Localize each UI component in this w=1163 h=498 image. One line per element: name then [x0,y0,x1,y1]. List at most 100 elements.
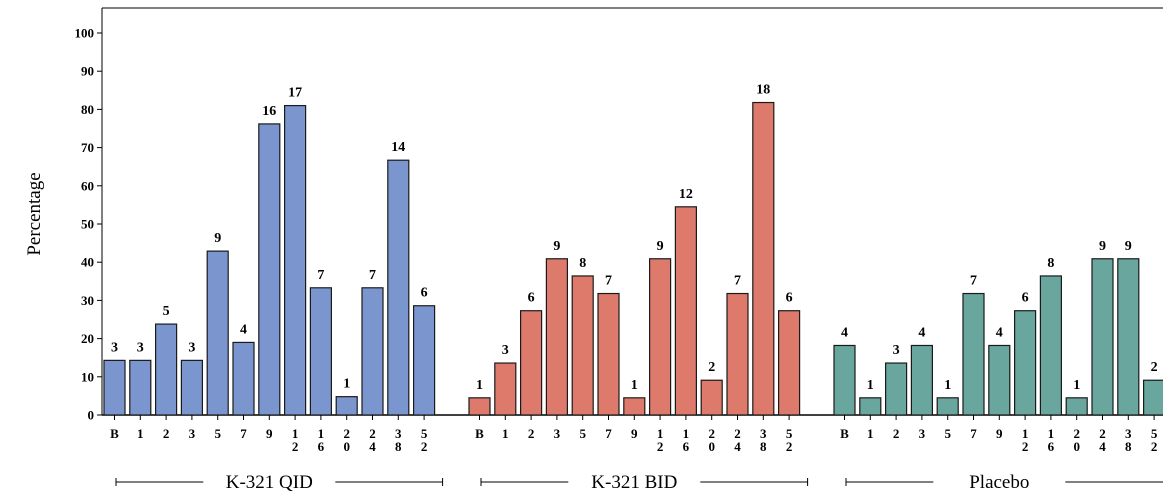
x-tick-label: 5 [944,426,951,441]
y-tick-label: 40 [81,255,94,270]
bar [309,287,332,416]
bar [387,159,410,416]
y-tick-label: 100 [75,26,95,41]
y-tick-label: 80 [81,102,94,117]
bar [623,397,646,416]
group-label-1: K-321 QID [115,472,444,493]
x-tick-label: 1 [137,426,144,441]
bar [413,305,436,416]
bar-value-label: 7 [970,274,977,289]
y-tick-label: 30 [81,293,94,308]
bar-value-label: 17 [288,86,302,101]
bar-value-label: 9 [214,231,221,246]
group-name: K-321 BID [591,472,677,493]
bar-value-label: 2 [708,360,715,375]
bar [1091,258,1114,416]
bar-value-label: 4 [841,325,848,340]
bar-value-label: 6 [1022,291,1029,306]
y-tick-label: 70 [81,140,94,155]
bar [545,258,569,416]
bar [1117,258,1140,416]
bar [180,359,203,416]
bar [206,250,229,416]
bar [910,344,934,416]
bar-value-label: 4 [918,325,925,340]
x-tick-label: 7 [240,426,247,441]
bar-value-label: 1 [1073,378,1080,393]
bar-value-label: 6 [421,286,428,301]
bar [988,344,1011,416]
y-tick-label: 50 [81,217,94,232]
bar-value-label: 3 [188,340,195,355]
bar-value-label: 1 [944,378,951,393]
x-tick-label: 1 [502,426,509,441]
bar [884,362,908,416]
bar-value-label: 3 [111,340,118,355]
x-tick-label: 2 [528,426,535,441]
x-tick-label: 1 [867,426,874,441]
bar-value-label: 6 [786,291,793,306]
x-tick-label: B [840,426,849,441]
bar [777,310,801,416]
y-tick-label: 60 [81,178,94,193]
bar [962,292,985,416]
bar [155,323,178,416]
bar-value-label: 14 [391,140,405,155]
x-tick-label: 3 [189,426,196,441]
y-tick-label: 90 [81,64,94,79]
bar-value-label: 18 [756,83,770,98]
y-tick-label: 10 [81,369,94,384]
bar [468,397,491,416]
bar [571,275,594,416]
bar [129,359,152,416]
x-tick-label: 9 [266,426,273,441]
bar-value-label: 4 [240,322,247,337]
group-label-2: K-321 BID [480,472,809,493]
x-tick-label: 7 [605,426,612,441]
group-name: Placebo [969,472,1029,493]
bar-value-label: 3 [893,343,900,358]
bar [752,101,775,416]
bar-value-label: 12 [679,187,693,202]
x-tick-label: 9 [631,426,638,441]
bar-value-label: 7 [734,274,741,289]
group-label-3: Placebo [845,472,1163,493]
bar [284,104,307,416]
bar-value-label: 7 [369,268,376,283]
bar-value-label: 1 [476,378,483,393]
bar [361,287,384,416]
y-axis-label: Percentage [24,172,45,255]
bar [597,292,620,416]
bar [1013,310,1037,416]
bar-value-label: 6 [528,291,535,306]
y-tick-label: 20 [81,331,94,346]
bar [726,292,749,416]
x-tick-label: 2 [163,426,170,441]
bar-value-label: 8 [579,256,586,271]
bar [833,344,856,416]
bar [648,258,672,416]
y-tick-label: 0 [88,408,95,423]
bar-value-label: 7 [317,268,324,283]
bar [1142,379,1163,416]
bar [1039,275,1063,416]
x-tick-label: 2 [893,426,900,441]
